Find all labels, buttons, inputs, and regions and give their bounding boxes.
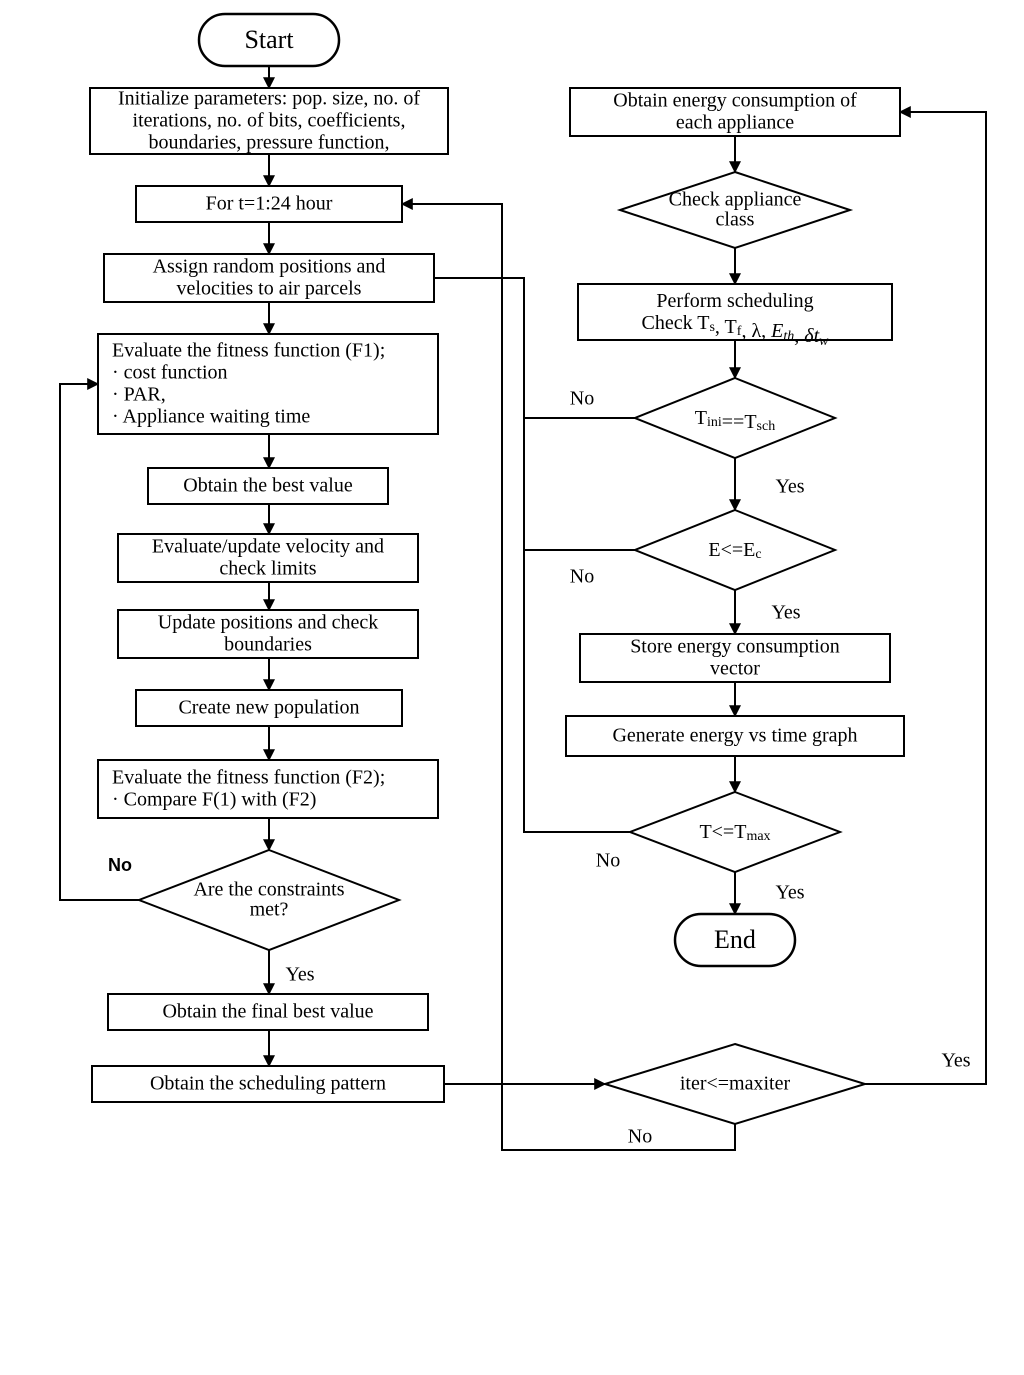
edge-label: No — [570, 388, 594, 410]
node-start: Start — [199, 14, 339, 66]
svg-text:Initialize parameters: pop. si: Initialize parameters: pop. size, no. of — [118, 88, 420, 110]
svg-text:class: class — [716, 209, 755, 231]
svg-text:Evaluate/update velocity and: Evaluate/update velocity and — [152, 536, 384, 558]
node-best1: Obtain the best value — [148, 468, 388, 504]
node-diter: iter<=maxiter — [605, 1044, 865, 1124]
svg-text:Obtain energy consumption of: Obtain energy consumption of — [613, 90, 857, 112]
edge-label: No — [596, 850, 620, 872]
svg-text:· PAR,: · PAR, — [112, 384, 166, 406]
node-dtmax: T<=Tmax — [630, 792, 840, 872]
node-sched: Perform schedulingCheck Ts, Tf, λ, Eth, … — [578, 284, 892, 349]
svg-text:Generate energy vs time graph: Generate energy vs time graph — [612, 725, 857, 747]
svg-text:· Appliance waiting time: · Appliance waiting time — [112, 406, 310, 428]
edge-label: No — [628, 1126, 652, 1148]
edge-label: Yes — [775, 882, 804, 904]
svg-text:vector: vector — [710, 658, 760, 680]
node-graph: Generate energy vs time graph — [566, 716, 904, 756]
svg-text:Evaluate the fitness function: Evaluate the fitness function (F1); — [112, 340, 385, 362]
node-uppos: Update positions and checkboundaries — [118, 610, 418, 658]
svg-text:Update positions and check: Update positions and check — [158, 612, 379, 634]
edge-e14 — [865, 112, 986, 1084]
edge-label: No — [570, 566, 594, 588]
svg-text:End: End — [714, 925, 756, 954]
edge-label: No — [108, 855, 132, 875]
svg-text:met?: met? — [250, 899, 289, 921]
node-store: Store energy consumptionvector — [580, 634, 890, 682]
svg-text:· cost function: · cost function — [112, 362, 228, 384]
node-upvel: Evaluate/update velocity andcheck limits — [118, 534, 418, 582]
svg-text:E<=Ec: E<=Ec — [708, 539, 761, 563]
svg-text:Perform scheduling: Perform scheduling — [656, 290, 813, 312]
edge-label: Yes — [941, 1050, 970, 1072]
node-pattern: Obtain the scheduling pattern — [92, 1066, 444, 1102]
svg-text:Start: Start — [244, 25, 294, 54]
edge-label: Yes — [285, 964, 314, 986]
svg-text:velocities to air parcels: velocities to air parcels — [177, 278, 362, 300]
edge-label: Yes — [775, 476, 804, 498]
svg-text:Obtain the best value: Obtain the best value — [183, 475, 353, 497]
svg-text:iter<=maxiter: iter<=maxiter — [680, 1073, 791, 1095]
svg-text:boundaries, pressure function,: boundaries, pressure function, — [148, 132, 389, 154]
svg-text:Are the constraints: Are the constraints — [193, 879, 344, 901]
svg-text:Evaluate the fitness function: Evaluate the fitness function (F2); — [112, 767, 385, 789]
svg-text:each appliance: each appliance — [676, 112, 794, 134]
svg-text:iterations, no. of bits, coeff: iterations, no. of bits, coefficients, — [133, 110, 406, 132]
node-init: Initialize parameters: pop. size, no. of… — [90, 88, 448, 154]
node-obtain: Obtain energy consumption ofeach applian… — [570, 88, 900, 136]
svg-text:Assign random positions and: Assign random positions and — [153, 256, 386, 278]
edge-eR11 — [524, 550, 630, 832]
node-fort: For t=1:24 hour — [136, 186, 402, 222]
node-dec: E<=Ec — [635, 510, 835, 590]
node-dtini: Tini==Tsch — [635, 378, 835, 458]
svg-text:boundaries: boundaries — [224, 634, 312, 656]
node-f1: Evaluate the fitness function (F1);· cos… — [98, 334, 438, 434]
node-newpop: Create new population — [136, 690, 402, 726]
svg-text:Check appliance: Check appliance — [669, 189, 802, 211]
svg-text:Obtain the scheduling pattern: Obtain the scheduling pattern — [150, 1073, 386, 1095]
node-dclass: Check applianceclass — [620, 172, 850, 248]
svg-text:check limits: check limits — [219, 558, 316, 580]
node-end: End — [675, 914, 795, 966]
node-f2: Evaluate the fitness function (F2);· Com… — [98, 760, 438, 818]
svg-text:· Compare F(1) with (F2): · Compare F(1) with (F2) — [112, 789, 316, 811]
node-final: Obtain the final best value — [108, 994, 428, 1030]
edge-label: Yes — [771, 602, 800, 624]
svg-text:Store energy consumption: Store energy consumption — [630, 636, 840, 658]
svg-text:Obtain the final best value: Obtain the final best value — [162, 1001, 373, 1023]
svg-text:Create new population: Create new population — [178, 697, 359, 719]
node-assign: Assign random positions andvelocities to… — [104, 254, 434, 302]
svg-text:For t=1:24 hour: For t=1:24 hour — [206, 193, 333, 215]
node-dcon: Are the constraintsmet? — [139, 850, 399, 950]
